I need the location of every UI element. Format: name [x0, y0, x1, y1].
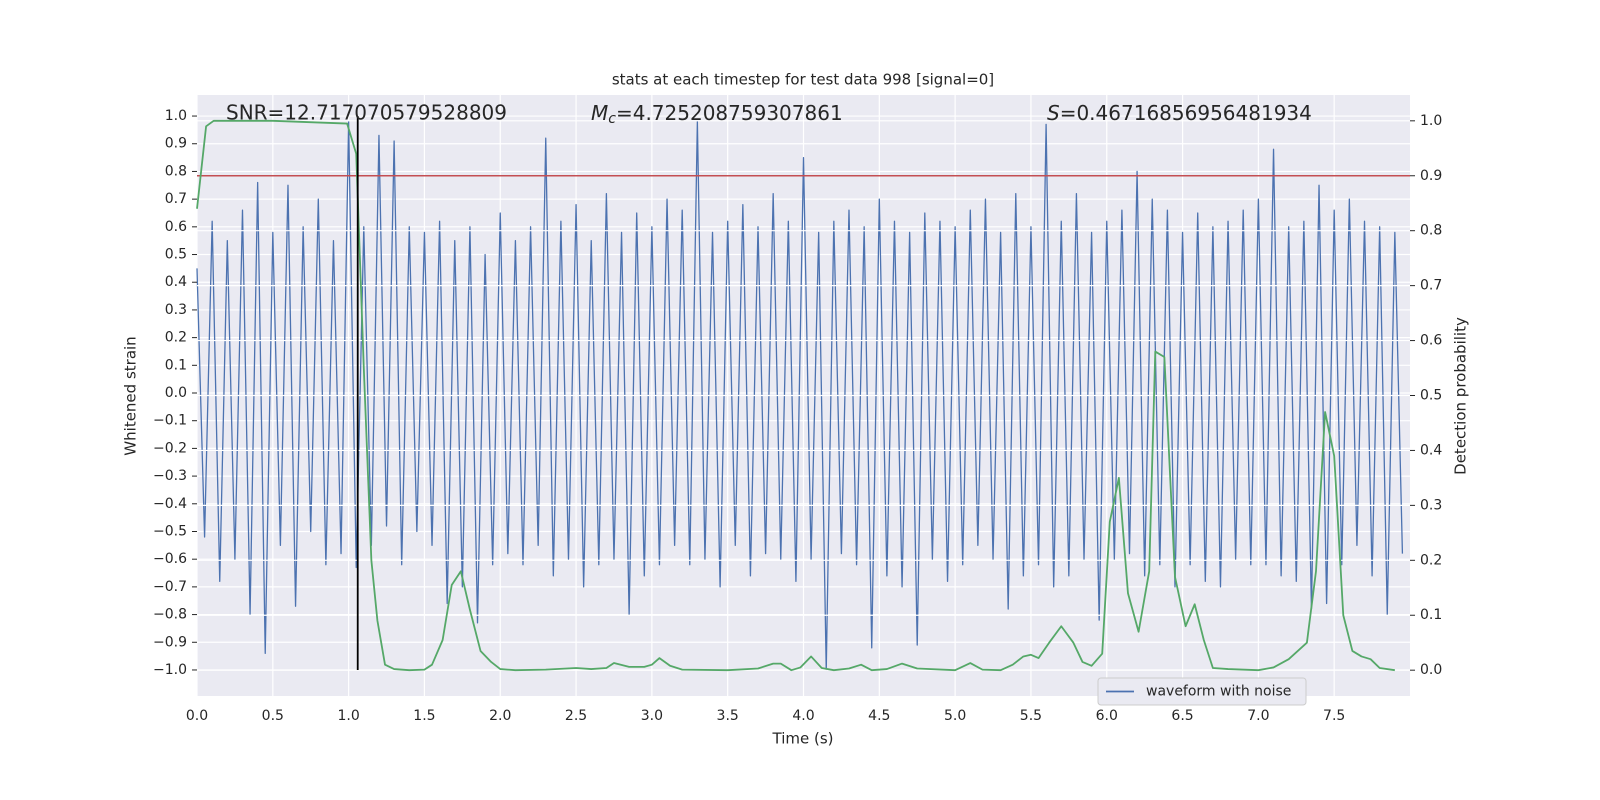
- annotation-text: =4.725208759307861: [616, 101, 843, 125]
- y-tick-label: −0.7: [153, 579, 187, 595]
- x-tick-label: 3.0: [641, 708, 663, 724]
- y2-tick-label: 0.3: [1420, 497, 1442, 513]
- x-tick-label: 0.0: [186, 708, 208, 724]
- y-tick-label: 0.6: [165, 219, 187, 235]
- y-tick-label: 1.0: [165, 108, 187, 124]
- annotation-text: =0.46716856956481934: [1060, 101, 1312, 125]
- legend-label: waveform with noise: [1146, 684, 1291, 700]
- x-tick-label: 1.0: [337, 708, 359, 724]
- x-tick-label: 7.5: [1323, 708, 1345, 724]
- y2-tick-label: 0.0: [1420, 662, 1442, 678]
- y-tick-label: 0.4: [165, 274, 187, 290]
- y-tick-label: 0.8: [165, 163, 187, 179]
- x-tick-label: 2.0: [489, 708, 511, 724]
- annotation-symbol: S: [1047, 101, 1060, 125]
- y-tick-label: −0.1: [153, 413, 187, 429]
- x-tick-label: 2.5: [565, 708, 587, 724]
- y-tick-label: 0.1: [165, 357, 187, 373]
- y-axis-label: Whitened strain: [122, 336, 140, 455]
- y-tick-label: 0.5: [165, 247, 187, 263]
- x-tick-label: 7.0: [1247, 708, 1269, 724]
- x-tick-label: 6.5: [1171, 708, 1193, 724]
- y-tick-label: −0.3: [153, 468, 187, 484]
- y2-tick-label: 0.1: [1420, 607, 1442, 623]
- chart-title: stats at each timestep for test data 998…: [612, 71, 994, 89]
- y2-tick-label: 0.9: [1420, 168, 1442, 184]
- series-line: [196, 119, 1395, 672]
- y-tick-label: 0.2: [165, 330, 187, 346]
- y2-tick-label: 0.2: [1420, 552, 1442, 568]
- x-tick-label: 1.5: [413, 708, 435, 724]
- y-tick-label: 0.0: [165, 385, 187, 401]
- y-tick-label: −0.5: [153, 523, 187, 539]
- y2-tick-label: 0.7: [1420, 278, 1442, 294]
- y-tick-label: −0.4: [153, 496, 187, 512]
- annotation: S=0.46716856956481934: [1047, 101, 1312, 125]
- y2-tick-label: 0.5: [1420, 388, 1442, 404]
- annotation-subscript: c: [608, 111, 616, 127]
- y-tick-label: −0.6: [153, 551, 187, 567]
- series-line: [196, 120, 1404, 671]
- legend-box: [1097, 677, 1307, 706]
- y2-tick-label: 0.4: [1420, 442, 1442, 458]
- y2-tick-label: 1.0: [1420, 113, 1442, 129]
- y-tick-label: −0.2: [153, 440, 187, 456]
- y-tick-label: −0.9: [153, 634, 187, 650]
- y-tick-label: 0.7: [165, 191, 187, 207]
- x-tick-label: 0.5: [262, 708, 284, 724]
- y-tick-label: 0.9: [165, 136, 187, 152]
- annotation: SNR=12.717070579528809: [226, 101, 507, 125]
- x-tick-label: 5.0: [944, 708, 966, 724]
- annotation-symbol: M: [591, 101, 608, 125]
- y-tick-label: −0.8: [153, 607, 187, 623]
- x-tick-label: 4.5: [868, 708, 890, 724]
- y-tick-label: −1.0: [153, 662, 187, 678]
- annotation: Mc=4.725208759307861: [591, 101, 843, 128]
- x-tick-label: 5.5: [1020, 708, 1042, 724]
- x-axis-label: Time (s): [772, 730, 834, 748]
- x-tick-label: 6.0: [1096, 708, 1118, 724]
- y2-tick-label: 0.8: [1420, 223, 1442, 239]
- y-tick-label: 0.3: [165, 302, 187, 318]
- y2-axis-label: Detection probability: [1452, 317, 1470, 475]
- x-tick-label: 3.5: [717, 708, 739, 724]
- y2-tick-label: 0.6: [1420, 333, 1442, 349]
- x-tick-label: 4.0: [792, 708, 814, 724]
